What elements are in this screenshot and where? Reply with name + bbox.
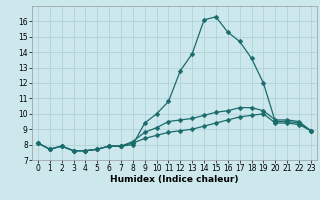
X-axis label: Humidex (Indice chaleur): Humidex (Indice chaleur) <box>110 175 239 184</box>
